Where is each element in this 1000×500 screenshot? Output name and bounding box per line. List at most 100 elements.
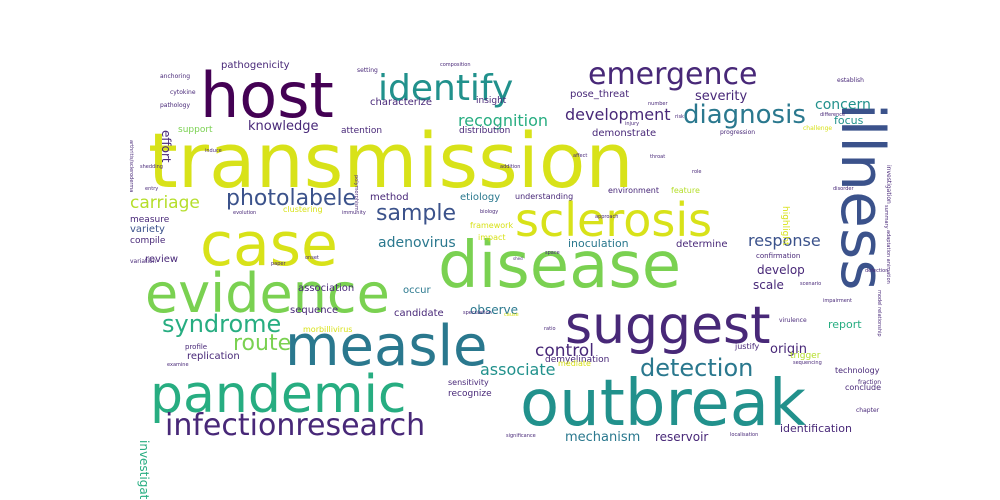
cloud-word: recognition [458, 111, 548, 130]
cloud-word: progression [720, 129, 755, 136]
cloud-word: determine [676, 239, 728, 250]
cloud-word: pathogenicity [221, 60, 290, 71]
cloud-word: development [565, 105, 671, 124]
cloud-word: immunity [342, 210, 366, 216]
cloud-word: defection [865, 268, 888, 274]
cloud-word: onset [305, 255, 319, 261]
cloud-word: observe [470, 303, 518, 317]
cloud-word: challenge [803, 125, 832, 132]
cloud-word: insight [476, 96, 507, 106]
cloud-word: report [828, 318, 862, 331]
cloud-word: addition [500, 164, 520, 170]
cloud-word: evolution [233, 210, 256, 216]
cloud-word: summary [883, 205, 889, 229]
cloud-word: scale [753, 278, 784, 292]
cloud-word: origin [770, 342, 807, 357]
cloud-word: disorder [833, 186, 854, 192]
cloud-word: demyelination [545, 355, 609, 365]
cloud-word: identification [780, 422, 852, 435]
cloud-word: route [233, 331, 291, 356]
cloud-word: ratio [544, 326, 556, 332]
cloud-word: significance [506, 433, 536, 439]
cloud-word: environment [608, 186, 659, 195]
cloud-word: technology [835, 366, 880, 375]
cloud-word: conclude [845, 383, 881, 392]
cloud-word: sequencing [793, 360, 822, 366]
cloud-word: detection [640, 354, 753, 382]
cloud-word: scenario [800, 281, 821, 287]
cloud-word: mechanism [565, 430, 640, 445]
cloud-word: investigation [885, 165, 892, 204]
cloud-word: syndrome [162, 310, 281, 338]
cloud-word: measle [285, 314, 488, 379]
cloud-word: throat [650, 154, 665, 160]
cloud-word: speculation [463, 310, 492, 316]
cloud-word: justify [734, 342, 759, 351]
cloud-word: concern [815, 97, 871, 113]
cloud-word: shedding [140, 164, 163, 170]
cloud-word: method [370, 192, 409, 203]
cloud-word: transmission [148, 116, 634, 205]
cloud-word: entry [145, 186, 158, 192]
cloud-word: cause [504, 312, 519, 318]
cloud-word: cytokine [170, 89, 196, 96]
cloud-word: fraction [858, 379, 881, 386]
cloud-word: clustering [283, 205, 323, 214]
cloud-word: sequence [290, 305, 338, 316]
cloud-word: host [200, 59, 334, 132]
cloud-word: setting [357, 67, 378, 74]
cloud-word: demonstrate [592, 128, 656, 139]
cloud-word: case [200, 210, 338, 280]
cloud-word: difference [820, 112, 845, 118]
cloud-word: associate [480, 360, 555, 379]
cloud-word: response [748, 231, 821, 250]
cloud-word: space [545, 250, 560, 256]
cloud-word: paper [271, 261, 286, 267]
cloud-word: focus [834, 114, 864, 127]
cloud-word: understanding [515, 192, 573, 201]
cloud-word: polymorphism [353, 175, 359, 211]
cloud-word: affect [573, 153, 587, 159]
cloud-word: variety [130, 224, 165, 235]
cloud-word: attention [341, 126, 382, 136]
cloud-word: shed [513, 256, 523, 261]
cloud-word: candidate [394, 308, 444, 319]
cloud-word: investigate [137, 440, 151, 500]
cloud-word: establish [837, 77, 864, 84]
cloud-word: occur [403, 285, 431, 296]
cloud-word: suggest [565, 296, 771, 356]
cloud-word: pose_threat [570, 89, 629, 100]
cloud-word: highlight [780, 206, 790, 246]
cloud-word: recognize [448, 389, 492, 399]
cloud-word: framework [470, 221, 513, 230]
cloud-word: pandemic [150, 365, 407, 425]
cloud-word: carriage [130, 193, 200, 213]
cloud-word: support [178, 125, 213, 135]
cloud-word: sensitivity [448, 378, 489, 387]
cloud-word: measure [130, 215, 170, 225]
cloud-word: approach [595, 214, 618, 220]
cloud-word: develop [757, 263, 805, 277]
cloud-word: risk [675, 114, 684, 120]
cloud-word: model relationship [876, 290, 882, 337]
cloud-word: profile [185, 343, 207, 351]
cloud-word: role [692, 169, 701, 175]
cloud-word: photolabele [226, 186, 356, 211]
cloud-word: effort [159, 130, 173, 163]
cloud-word: identify [378, 68, 513, 109]
cloud-word: impact [478, 233, 506, 242]
cloud-word: emergence [588, 57, 757, 92]
cloud-word: pathology [160, 102, 190, 109]
cloud-word: biology [480, 209, 498, 215]
cloud-word: adaptation animation [885, 230, 891, 284]
cloud-word: diagnosis [683, 100, 806, 130]
cloud-word: etiology [460, 192, 500, 203]
cloud-word: virulence [779, 317, 807, 324]
cloud-word: localisation [730, 432, 758, 438]
cloud-word: composition [440, 62, 470, 68]
cloud-word: trigger [790, 351, 821, 361]
cloud-word: feature [671, 186, 700, 195]
cloud-word: mediate [558, 359, 591, 368]
cloud-word: induce [205, 148, 222, 154]
